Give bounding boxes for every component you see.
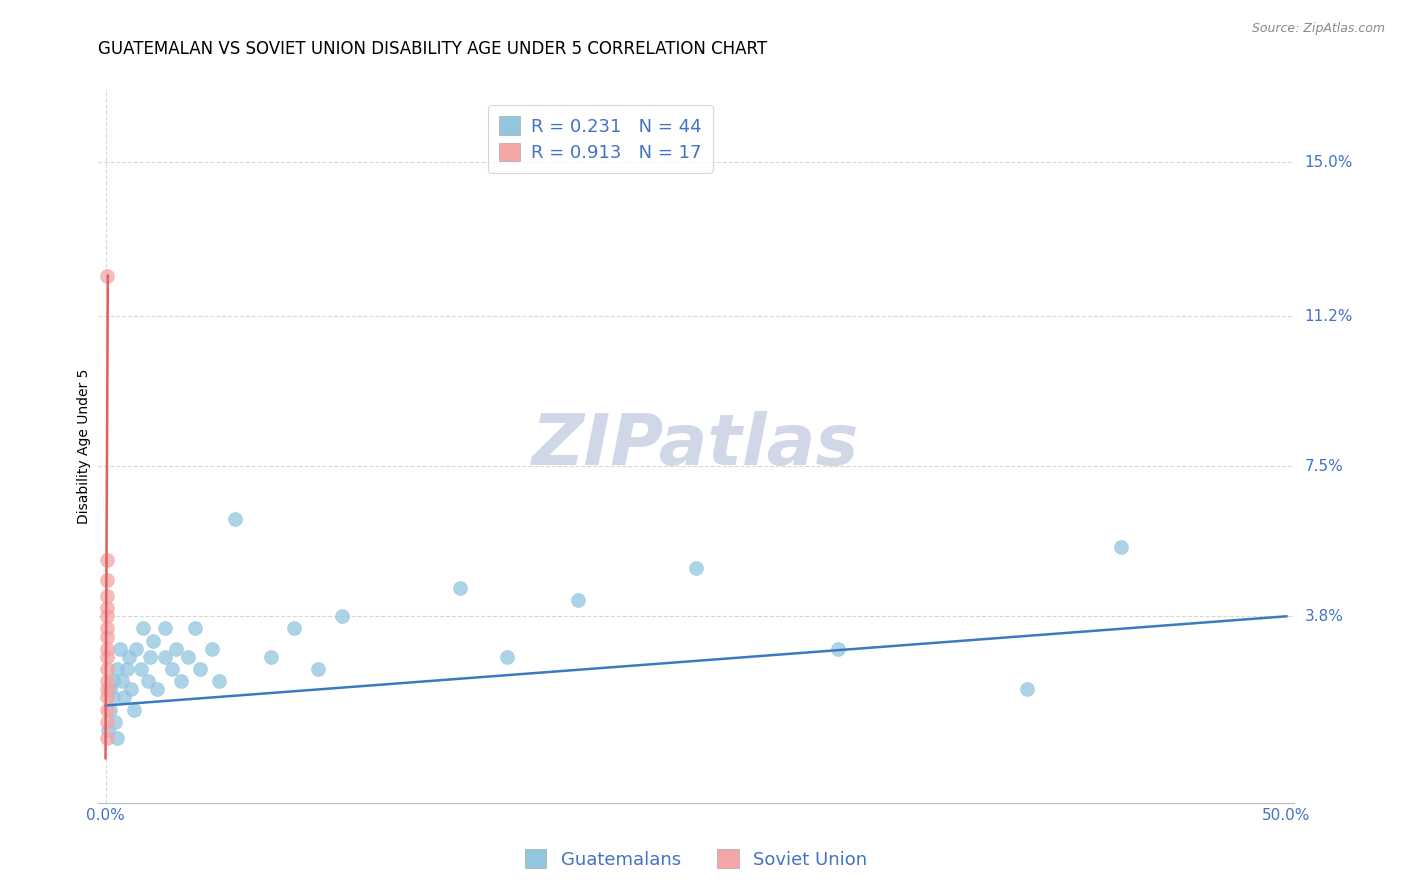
Point — [96, 714, 118, 729]
Point — [142, 633, 165, 648]
Text: GUATEMALAN VS SOVIET UNION DISABILITY AGE UNDER 5 CORRELATION CHART: GUATEMALAN VS SOVIET UNION DISABILITY AG… — [98, 40, 768, 58]
Point — [112, 690, 135, 705]
Point — [685, 560, 707, 574]
Point — [96, 674, 118, 689]
Point — [101, 674, 124, 689]
Point — [567, 593, 589, 607]
Point — [129, 662, 152, 676]
Point — [188, 662, 211, 676]
Point — [96, 690, 118, 705]
Y-axis label: Disability Age Under 5: Disability Age Under 5 — [77, 368, 91, 524]
Text: ZIPatlas: ZIPatlas — [533, 411, 859, 481]
Point — [1015, 682, 1038, 697]
Point — [96, 702, 118, 716]
Text: 3.8%: 3.8% — [1305, 609, 1344, 624]
Point — [104, 714, 127, 729]
Point — [132, 622, 155, 636]
Point — [111, 674, 134, 689]
Point — [96, 573, 118, 587]
Point — [96, 601, 118, 615]
Point — [118, 649, 141, 664]
Point — [122, 702, 145, 716]
Point — [224, 512, 246, 526]
Point — [184, 622, 207, 636]
Point — [96, 268, 118, 283]
Point — [160, 662, 183, 676]
Point — [96, 649, 118, 664]
Point — [153, 622, 176, 636]
Point — [115, 662, 138, 676]
Point — [96, 682, 118, 697]
Point — [96, 731, 118, 745]
Point — [121, 682, 143, 697]
Point — [260, 649, 283, 664]
Point — [108, 641, 131, 656]
Point — [307, 662, 329, 676]
Point — [283, 622, 305, 636]
Point — [125, 641, 148, 656]
Text: 7.5%: 7.5% — [1305, 458, 1343, 474]
Point — [330, 609, 353, 624]
Point — [449, 581, 471, 595]
Point — [105, 662, 128, 676]
Point — [827, 641, 849, 656]
Point — [153, 649, 176, 664]
Point — [98, 682, 121, 697]
Point — [96, 662, 118, 676]
Point — [139, 649, 162, 664]
Point — [96, 552, 118, 566]
Point — [208, 674, 231, 689]
Point — [98, 702, 121, 716]
Point — [201, 641, 224, 656]
Point — [96, 589, 118, 603]
Point — [136, 674, 159, 689]
Point — [96, 630, 118, 644]
Text: Source: ZipAtlas.com: Source: ZipAtlas.com — [1251, 22, 1385, 36]
Point — [170, 674, 193, 689]
Point — [177, 649, 200, 664]
Point — [96, 641, 118, 656]
Point — [96, 622, 118, 636]
Point — [496, 649, 519, 664]
Point — [1109, 541, 1132, 555]
Point — [105, 731, 128, 745]
Point — [96, 609, 118, 624]
Text: 11.2%: 11.2% — [1305, 309, 1353, 324]
Point — [146, 682, 169, 697]
Point — [97, 723, 120, 737]
Point — [101, 690, 124, 705]
Legend: Guatemalans, Soviet Union: Guatemalans, Soviet Union — [513, 838, 879, 880]
Point — [165, 641, 187, 656]
Text: 15.0%: 15.0% — [1305, 154, 1353, 169]
